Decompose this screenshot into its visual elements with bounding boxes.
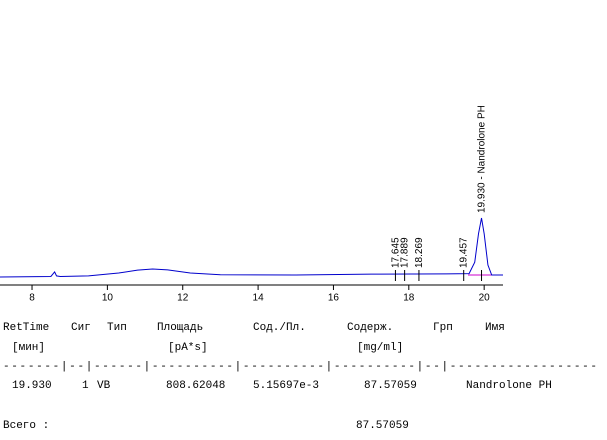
x-tick-label: 16	[328, 293, 340, 304]
header: Имя	[485, 322, 505, 334]
separator: -------|--|------|----------|----------|…	[3, 361, 597, 373]
unit: [pA*s]	[168, 342, 208, 354]
unit: [mg/ml]	[357, 342, 403, 354]
header: Тип	[107, 322, 127, 334]
cell: 87.57059	[364, 380, 417, 392]
header: Сод./Пл.	[253, 322, 306, 334]
cell: Nandrolone PH	[466, 380, 552, 392]
cell: 1	[82, 380, 89, 392]
header: Содерж.	[347, 322, 393, 334]
cell: 19.930	[12, 380, 52, 392]
header: Сиг	[71, 322, 91, 334]
unit: [мин]	[12, 342, 45, 354]
total: 87.57059	[356, 420, 409, 432]
x-tick-label: 10	[102, 293, 114, 304]
peak-label: 17.645	[390, 237, 401, 268]
x-tick-label: 8	[29, 293, 35, 304]
total-label: Всего :	[3, 420, 49, 432]
signal-line	[0, 217, 503, 278]
header: Площадь	[157, 322, 203, 334]
cell: VB	[97, 380, 111, 392]
x-tick-label: 20	[479, 293, 491, 304]
report-table: RetTime Сиг Тип Площадь Сод./Пл. Содерж.…	[3, 322, 597, 432]
cell: 5.15697e-3	[253, 380, 319, 392]
peak-label: 17.889	[400, 237, 411, 268]
x-tick-label: 14	[253, 293, 265, 304]
peak-label: 19.930 - Nandrolone PH	[477, 105, 488, 213]
peak-label: 19.457	[459, 237, 470, 268]
x-tick-label: 12	[177, 293, 189, 304]
cell: 808.62048	[166, 380, 225, 392]
x-tick-label: 18	[403, 293, 415, 304]
peak-label: 18.269	[414, 237, 425, 268]
header: RetTime	[3, 322, 49, 334]
header: Грп	[433, 322, 453, 334]
